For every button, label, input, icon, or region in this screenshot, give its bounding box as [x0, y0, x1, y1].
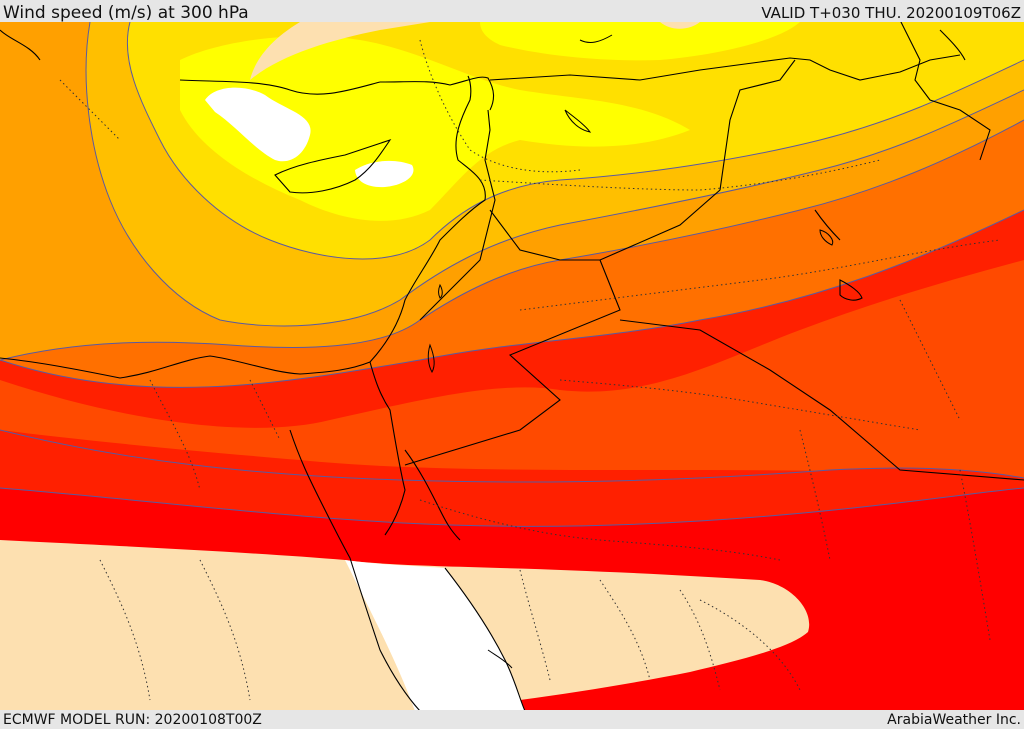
- coastlines: [0, 22, 1024, 711]
- valid-time: VALID T+030 THU. 20200109T06Z: [761, 4, 1021, 22]
- header-bar: [0, 0, 1024, 22]
- model-run: ECMWF MODEL RUN: 20200108T00Z: [3, 712, 262, 728]
- band-yellow-north: [480, 22, 800, 61]
- band-pale-north: [250, 22, 430, 80]
- band-yellow: [180, 36, 690, 221]
- lakes-islands: [427, 34, 834, 669]
- wind-speed-map: [0, 22, 1024, 711]
- band-pale-north-2: [660, 22, 700, 29]
- band-red-orange: [0, 260, 1024, 480]
- band-white-north: [205, 87, 311, 162]
- band-white-redsea: [345, 560, 525, 711]
- footer-bar: [0, 710, 1024, 729]
- map-title: Wind speed (m/s) at 300 hPa: [3, 3, 249, 23]
- internal-boundaries: [59, 39, 1001, 701]
- map-area: [0, 22, 1024, 711]
- brand-label: ArabiaWeather Inc.: [887, 712, 1021, 728]
